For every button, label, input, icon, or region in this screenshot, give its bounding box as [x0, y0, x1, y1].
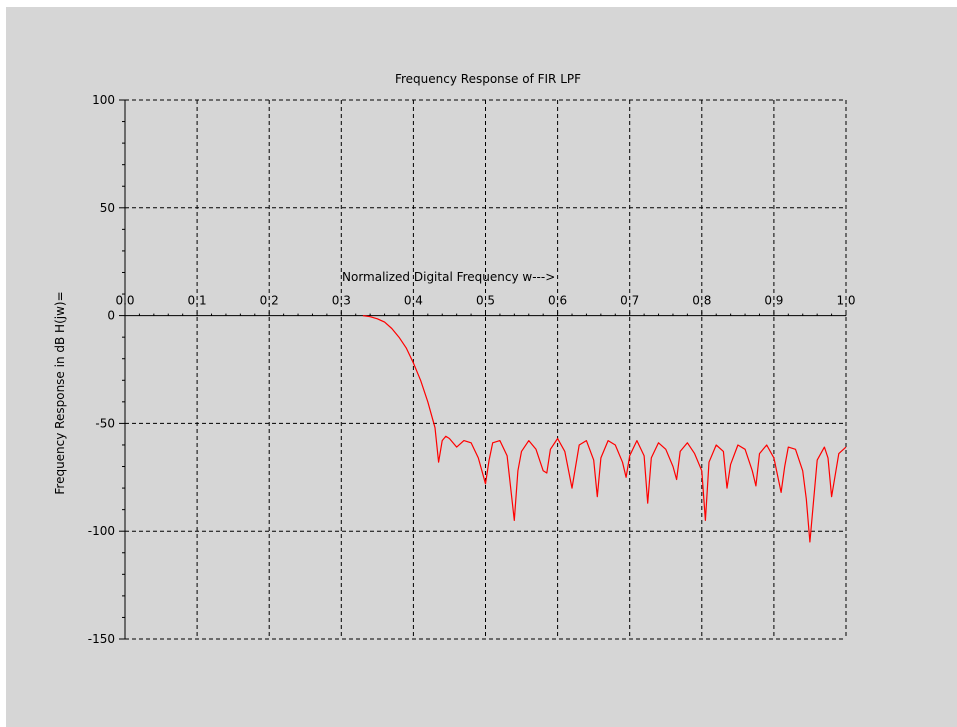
x-tick-label-7: 0.7	[620, 294, 639, 308]
x-tick-label-5: 0.5	[476, 294, 495, 308]
x-tick-label-8: 0.8	[692, 294, 711, 308]
frequency-response-chart: 0.0 0.1 0.2 0.3 0.4 0.5 0.6 0.7 0.8 0.9 1.0 100 50 0 -…	[53, 72, 856, 646]
x-axis-label: Normalized Digital Frequency w--->	[342, 270, 555, 284]
x-tick-label-2: 0.2	[260, 294, 279, 308]
y-tick-label-5: -150	[88, 632, 115, 646]
x-tick-label-3: 0.3	[332, 294, 351, 308]
y-tick-label-2: 0	[107, 309, 115, 323]
x-tick-label-0: 0.0	[115, 294, 134, 308]
figure-background: 0.0 0.1 0.2 0.3 0.4 0.5 0.6 0.7 0.8 0.9 1.0 100 50 0 -…	[6, 7, 957, 727]
chart-title: Frequency Response of FIR LPF	[395, 72, 581, 86]
series-line-0	[362, 315, 847, 543]
y-tick-label-4: -100	[88, 524, 115, 538]
y-tick-label-3: -50	[95, 416, 115, 430]
y-tick-label-1: 50	[100, 201, 115, 215]
x-tick-label-4: 0.4	[404, 294, 423, 308]
x-tick-label-9: 0.9	[764, 294, 783, 308]
x-tick-label-10: 1.0	[836, 294, 855, 308]
y-tick-label-0: 100	[92, 93, 115, 107]
y-axis-label: Frequency Response in dB H(jw)=	[53, 291, 67, 494]
x-tick-label-1: 0.1	[188, 294, 207, 308]
x-tick-label-6: 0.6	[548, 294, 567, 308]
